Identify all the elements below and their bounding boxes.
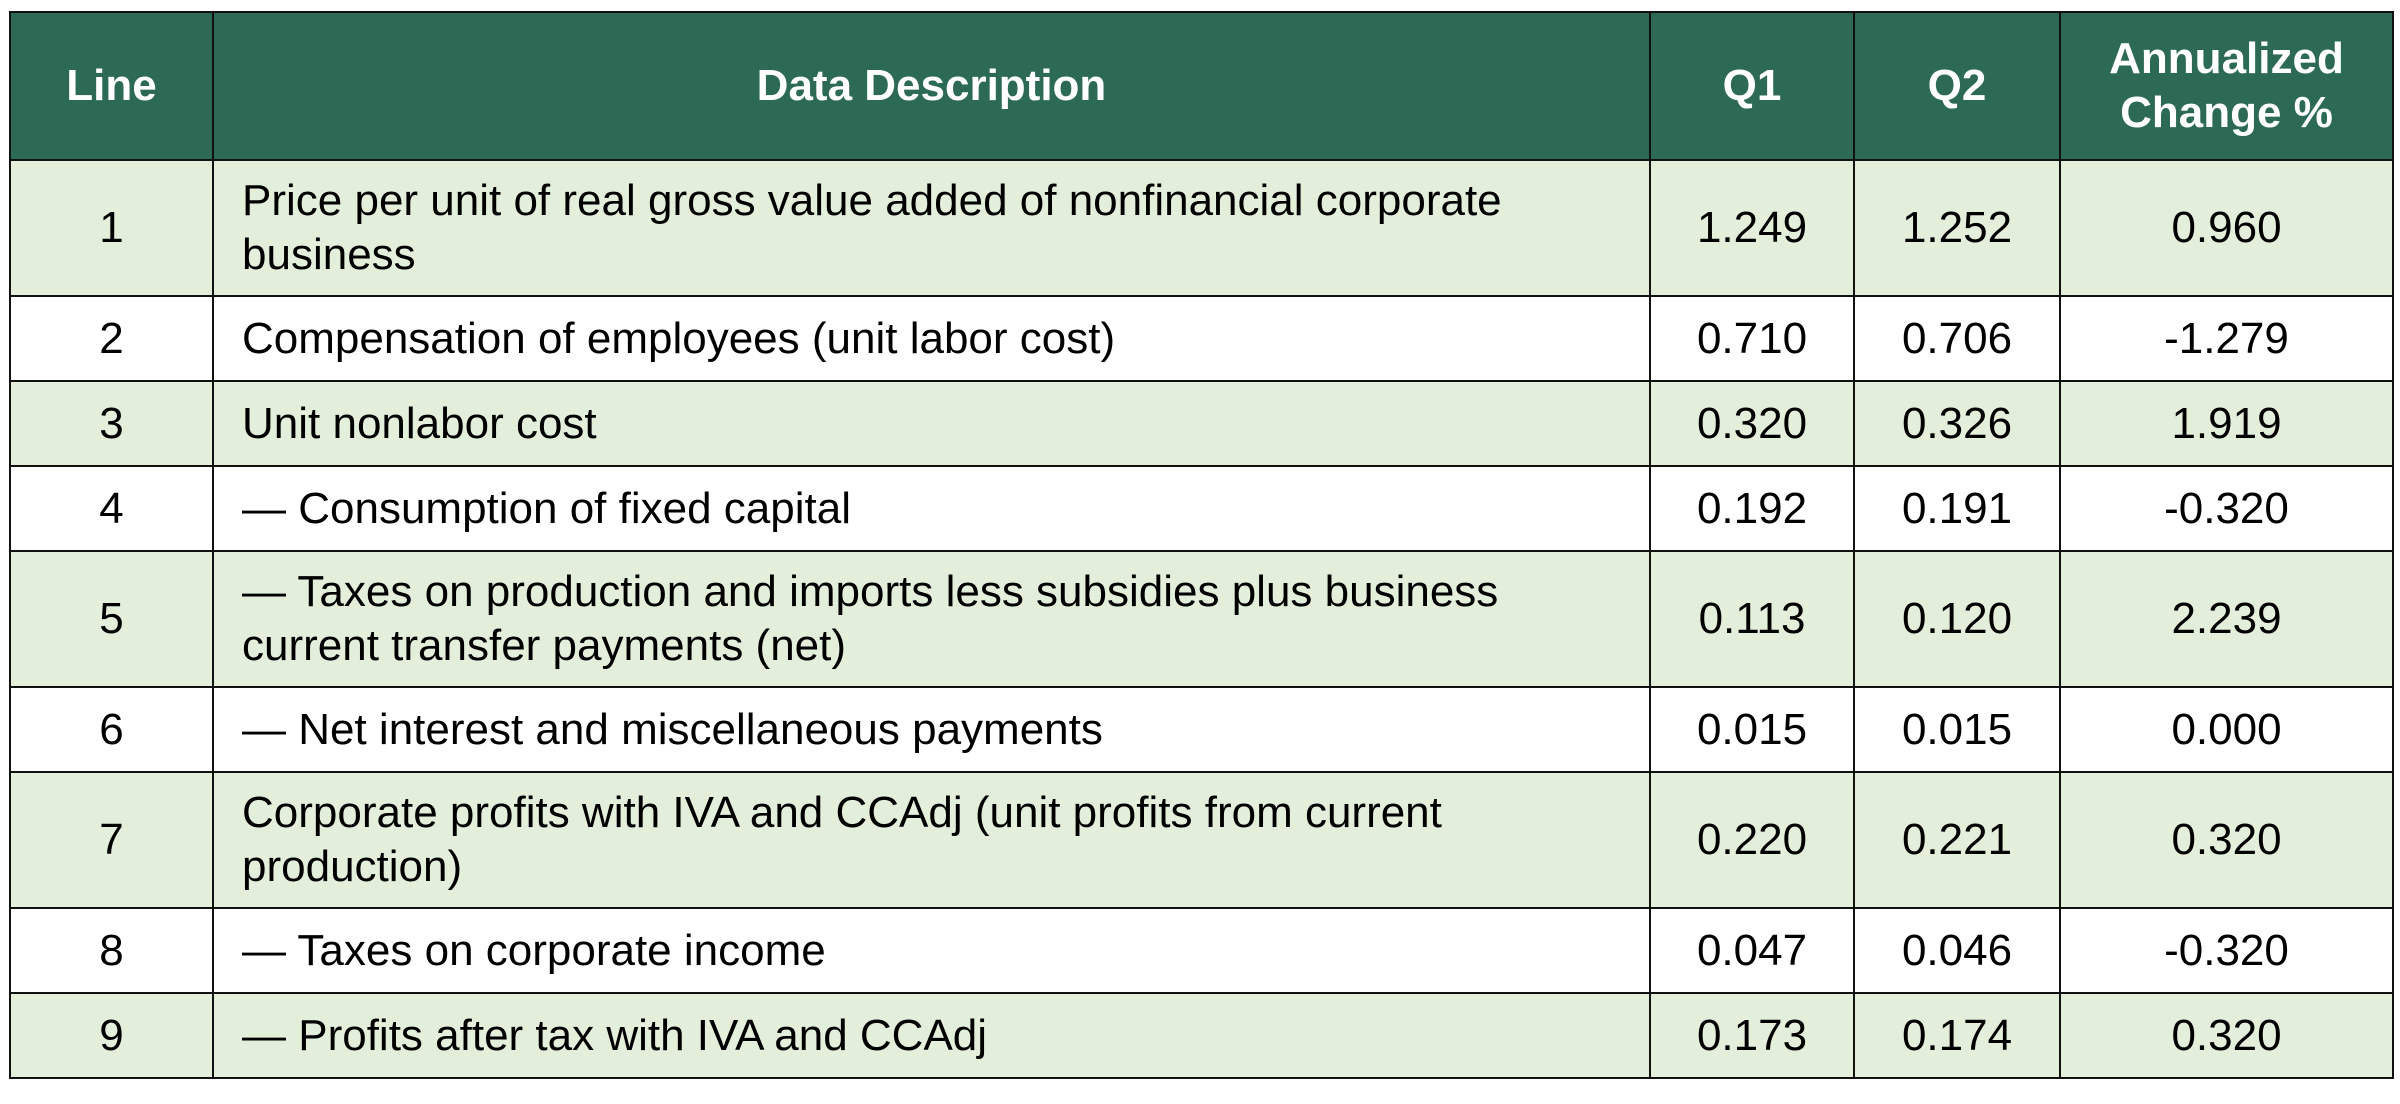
cell-q2: 0.120	[1853, 550, 2061, 688]
cell-description: Price per unit of real gross value added…	[212, 159, 1651, 297]
table-row: 4 — Consumption of fixed capital 0.192 0…	[9, 465, 2394, 552]
cell-line: 2	[9, 295, 214, 382]
cell-q2: 0.221	[1853, 771, 2061, 909]
header-q1: Q1	[1649, 11, 1855, 161]
cell-q1: 0.320	[1649, 380, 1855, 467]
cell-change: 1.919	[2059, 380, 2394, 467]
cell-q2: 1.252	[1853, 159, 2061, 297]
table-row: 5 — Taxes on production and imports less…	[9, 550, 2394, 688]
cell-description: Unit nonlabor cost	[212, 380, 1651, 467]
cell-description: — Taxes on production and imports less s…	[212, 550, 1651, 688]
cell-line: 1	[9, 159, 214, 297]
table-row: 1 Price per unit of real gross value add…	[9, 159, 2394, 297]
header-description: Data Description	[212, 11, 1651, 161]
header-annualized-change: Annualized Change %	[2059, 11, 2394, 161]
cell-description: — Taxes on corporate income	[212, 907, 1651, 994]
cell-q1: 0.015	[1649, 686, 1855, 773]
header-row: Line Data Description Q1 Q2 Annualized C…	[9, 11, 2394, 161]
cell-q1: 0.220	[1649, 771, 1855, 909]
header-line: Line	[9, 11, 214, 161]
cell-q1: 0.047	[1649, 907, 1855, 994]
cell-description: Corporate profits with IVA and CCAdj (un…	[212, 771, 1651, 909]
cell-q1: 1.249	[1649, 159, 1855, 297]
table-header: Line Data Description Q1 Q2 Annualized C…	[9, 11, 2394, 161]
table-row: 7 Corporate profits with IVA and CCAdj (…	[9, 771, 2394, 909]
cell-q2: 0.706	[1853, 295, 2061, 382]
cell-q2: 0.191	[1853, 465, 2061, 552]
cell-q2: 0.046	[1853, 907, 2061, 994]
cell-q1: 0.113	[1649, 550, 1855, 688]
cell-line: 4	[9, 465, 214, 552]
cell-change: 0.000	[2059, 686, 2394, 773]
cell-change: 0.960	[2059, 159, 2394, 297]
cell-change: -0.320	[2059, 465, 2394, 552]
header-q2: Q2	[1853, 11, 2061, 161]
cell-description: — Net interest and miscellaneous payment…	[212, 686, 1651, 773]
cell-line: 9	[9, 992, 214, 1079]
cell-change: 2.239	[2059, 550, 2394, 688]
cell-line: 6	[9, 686, 214, 773]
table-row: 9 — Profits after tax with IVA and CCAdj…	[9, 992, 2394, 1079]
cell-q1: 0.173	[1649, 992, 1855, 1079]
cell-q2: 0.326	[1853, 380, 2061, 467]
table-row: 2 Compensation of employees (unit labor …	[9, 295, 2394, 382]
data-table: Line Data Description Q1 Q2 Annualized C…	[9, 11, 2394, 1079]
cell-line: 8	[9, 907, 214, 994]
cell-line: 5	[9, 550, 214, 688]
cell-description: — Consumption of fixed capital	[212, 465, 1651, 552]
cell-change: -0.320	[2059, 907, 2394, 994]
cell-change: 0.320	[2059, 771, 2394, 909]
cell-change: 0.320	[2059, 992, 2394, 1079]
table-row: 8 — Taxes on corporate income 0.047 0.04…	[9, 907, 2394, 994]
table-row: 3 Unit nonlabor cost 0.320 0.326 1.919	[9, 380, 2394, 467]
cell-line: 3	[9, 380, 214, 467]
cell-description: Compensation of employees (unit labor co…	[212, 295, 1651, 382]
cell-description: — Profits after tax with IVA and CCAdj	[212, 992, 1651, 1079]
cell-q1: 0.710	[1649, 295, 1855, 382]
cell-change: -1.279	[2059, 295, 2394, 382]
cell-q2: 0.015	[1853, 686, 2061, 773]
cell-q2: 0.174	[1853, 992, 2061, 1079]
table-row: 6 — Net interest and miscellaneous payme…	[9, 686, 2394, 773]
cell-q1: 0.192	[1649, 465, 1855, 552]
cell-line: 7	[9, 771, 214, 909]
table-body: 1 Price per unit of real gross value add…	[9, 159, 2394, 1079]
